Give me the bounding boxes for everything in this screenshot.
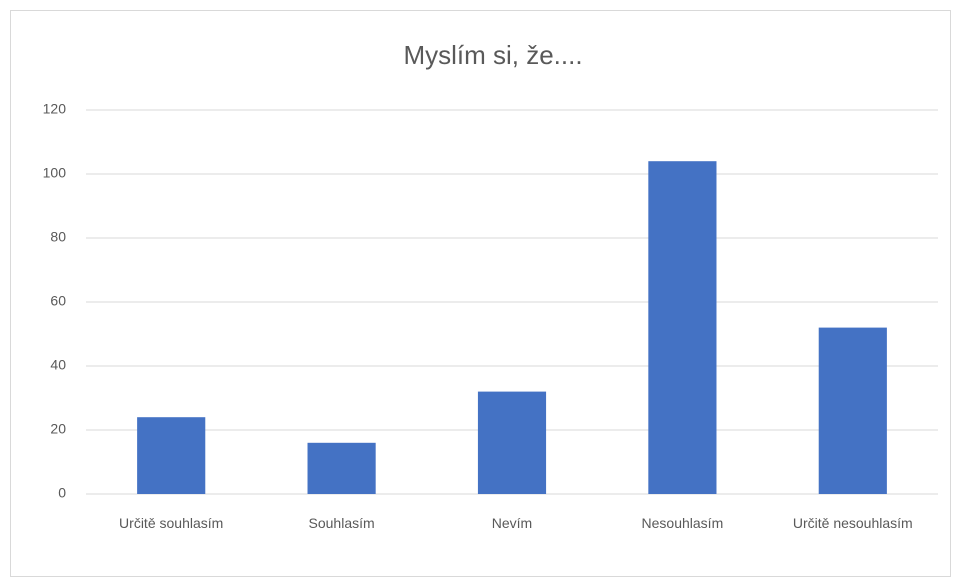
y-tick-label: 120: [43, 101, 67, 117]
bar: [648, 161, 717, 494]
x-tick-label: Nevím: [491, 515, 533, 531]
bar: [137, 417, 206, 494]
y-tick-label: 0: [58, 485, 66, 501]
y-tick-label: 60: [50, 293, 66, 309]
x-tick-label: Nesouhlasím: [641, 515, 724, 531]
x-tick-label: Souhlasím: [308, 515, 375, 531]
y-tick-label: 20: [50, 421, 66, 437]
bar: [477, 391, 547, 494]
y-tick-label: 40: [50, 357, 66, 373]
y-tick-label: 80: [50, 229, 66, 245]
chart-title: Myslím si, že....: [403, 40, 582, 70]
bar: [307, 442, 376, 494]
bar: [818, 327, 887, 494]
x-tick-label: Určitě nesouhlasím: [792, 515, 913, 531]
x-tick-label: Určitě souhlasím: [119, 515, 224, 531]
y-tick-label: 100: [43, 165, 67, 181]
